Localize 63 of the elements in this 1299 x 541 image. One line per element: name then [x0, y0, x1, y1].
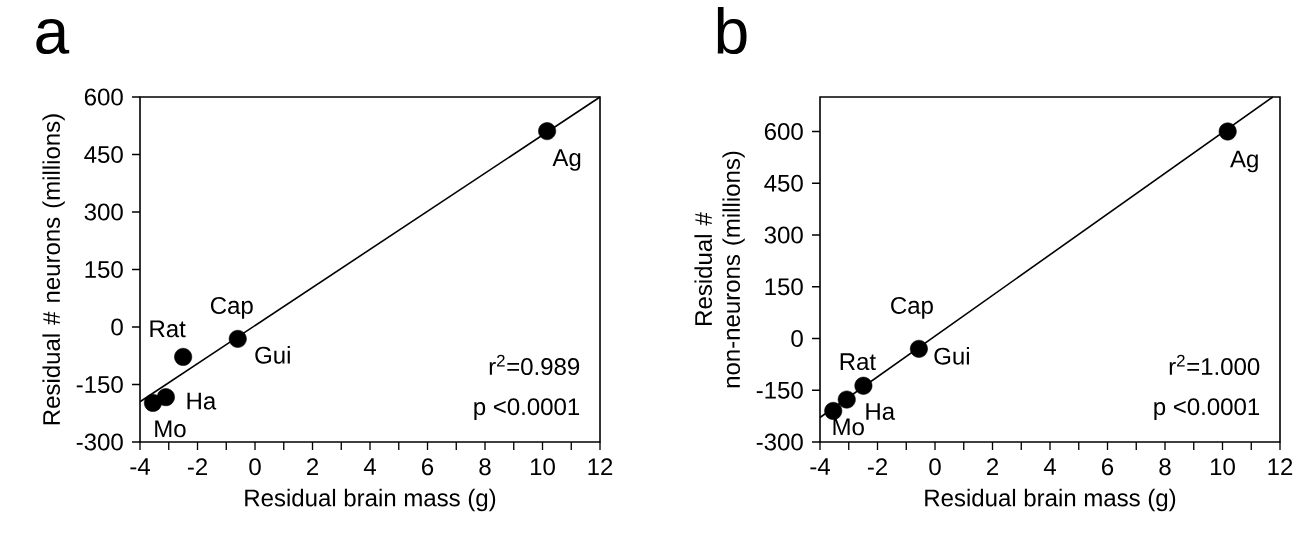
x-tick-label: 10: [530, 458, 555, 476]
x-tick-label: 12: [588, 458, 613, 476]
y-tick-label: 0: [111, 318, 123, 336]
x-tick-label: 6: [1102, 458, 1114, 476]
x-tick-label: 0: [249, 458, 261, 476]
annotation: r$^{2}$=1.000: [1169, 354, 1260, 376]
x-tick-label: 10: [1210, 458, 1235, 476]
x-tick-label: -2: [187, 458, 207, 476]
x-tick-label: 4: [363, 458, 376, 475]
y-tick-label: 450: [84, 145, 123, 163]
x-tick-label: -4: [130, 458, 150, 475]
y-tick-label: -300: [76, 433, 123, 451]
x-axis-title: Residual brain mass (g): [925, 488, 1176, 512]
point: [174, 347, 193, 366]
annotation: Mo: [833, 418, 864, 436]
x-tick-label: 4: [1043, 458, 1056, 475]
y-tick-label: 600: [84, 88, 123, 106]
annotation: Rat: [150, 320, 186, 338]
y-tick-label: 600: [764, 122, 803, 140]
x-tick-label: 6: [422, 458, 434, 476]
y-axis-title: Residual # non-neurons (millions): [694, 151, 745, 388]
annotation: Ha: [187, 392, 217, 410]
annotation: Rat: [840, 353, 876, 371]
annotation: Mo: [155, 420, 186, 438]
point: [228, 329, 247, 348]
x-axis-title: Residual brain mass (g): [245, 488, 496, 512]
annotation: Gui: [934, 347, 969, 365]
point: [854, 376, 873, 395]
x-tick-label: 8: [1159, 458, 1171, 476]
y-tick-label: 150: [765, 278, 803, 296]
annotation: p <0.0001: [474, 398, 580, 420]
y-tick-label: 300: [764, 226, 803, 244]
point: [837, 390, 856, 409]
annotation: Cap: [891, 296, 933, 319]
point: [144, 393, 162, 412]
y-tick-label: -150: [756, 381, 803, 399]
annotation: Gui: [255, 346, 290, 364]
y-axis-title: Residual # neurons (millions): [42, 114, 65, 425]
chart-title: a: [36, 19, 70, 55]
point: [824, 402, 843, 420]
y-tick-label: 0: [791, 329, 803, 347]
x-tick-label: 0: [929, 458, 941, 476]
x-tick-label: -4: [810, 458, 830, 475]
annotation: Ha: [866, 403, 896, 420]
y-tick-label: -300: [756, 433, 803, 451]
x-tick-label: 8: [479, 458, 491, 476]
y-tick-label: -150: [76, 375, 123, 393]
y-tick-label: 300: [84, 203, 123, 221]
point: [538, 122, 557, 141]
x-tick-label: 2: [307, 458, 318, 476]
annotation: Ag: [552, 149, 581, 171]
y-tick-label: 450: [764, 174, 803, 192]
x-tick-label: 2: [987, 458, 998, 476]
annotation: p <0.0001: [1154, 398, 1260, 420]
annotation: r$^{2}$=0.989: [489, 354, 580, 376]
point: [1218, 122, 1237, 141]
y-tick-label: 150: [85, 260, 123, 278]
annotation: Ag: [1230, 150, 1258, 173]
chart-title: b: [717, 7, 747, 55]
x-tick-label: 12: [1268, 458, 1293, 476]
point: [909, 339, 928, 358]
annotation: Cap: [210, 296, 253, 319]
x-tick-label: -2: [867, 458, 887, 476]
